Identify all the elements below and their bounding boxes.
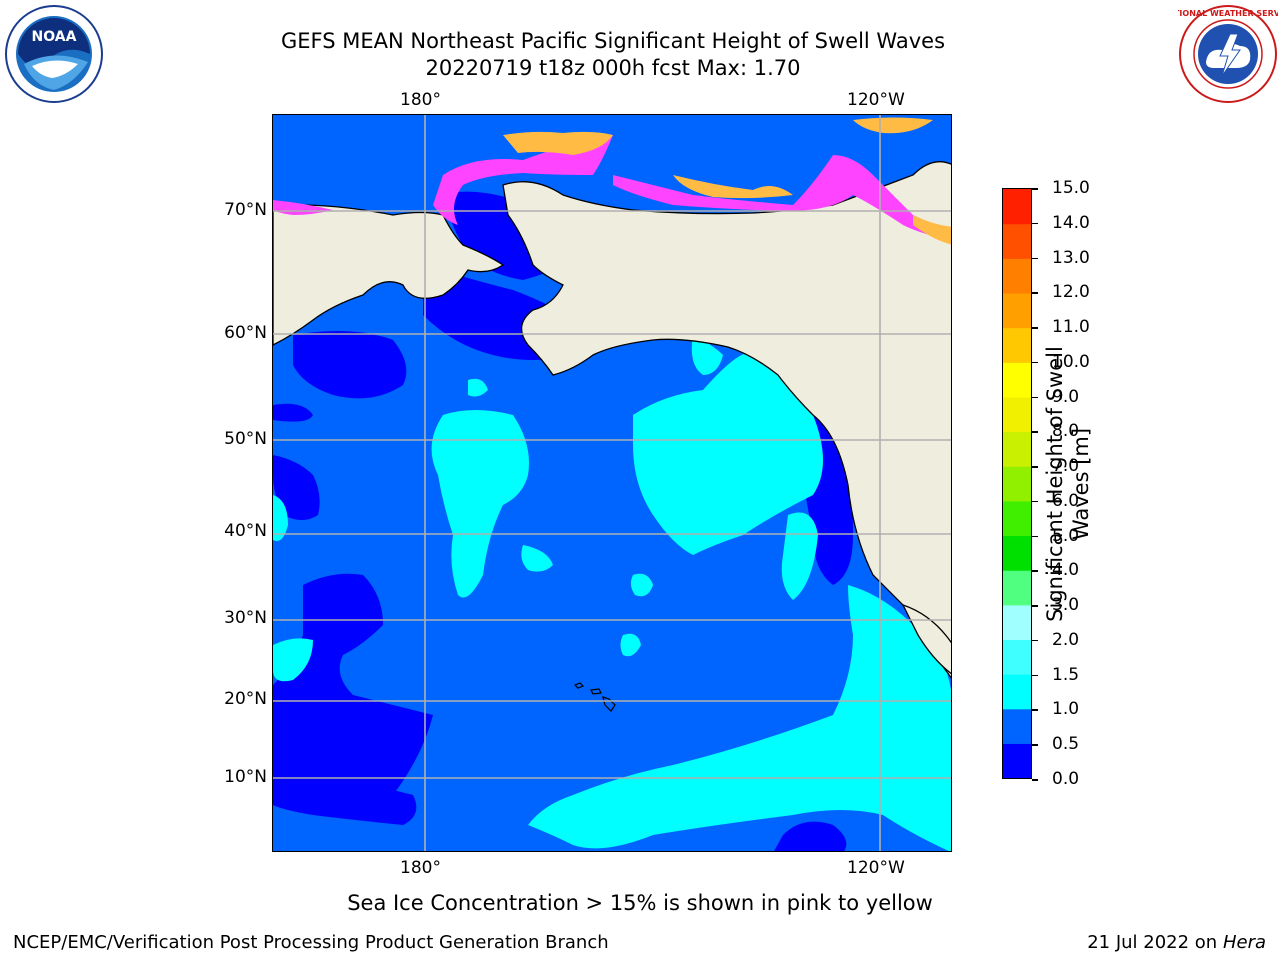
colorbar-tick-label: 12.0 [1052,282,1090,303]
y-tick-20n: 20°N [224,689,267,709]
colorbar-tick-label: 0.0 [1052,769,1080,789]
colorbar-tick-mark [1032,188,1038,190]
sea-ice [273,117,951,245]
colorbar-tick-mark [1032,257,1038,260]
colorbar-tick-mark [1032,327,1038,329]
colorbar-tick-label: 1.5 [1052,664,1080,685]
colorbar-tick-label: 13.0 [1052,247,1090,268]
colorbar-swatch [1003,362,1031,398]
mid-swell-regions [273,335,951,851]
x-bottom-tick-120w: 120°W [847,858,905,878]
colorbar-tick-label: 4.0 [1052,560,1080,581]
gridlines [273,115,951,851]
colorbar-tick-label: 14.0 [1052,212,1090,233]
colorbar-tick-label: 15.0 [1052,178,1090,198]
colorbar-tick-mark [1032,570,1038,572]
land [273,161,951,679]
colorbar-tick-label: 5.0 [1052,525,1080,546]
footer-credit: NCEP/EMC/Verification Post Processing Pr… [13,932,609,953]
colorbar-tick-mark [1032,709,1038,711]
colorbar-tick-mark [1032,500,1038,503]
colorbar-swatch [1003,639,1031,675]
svg-text:NOAA: NOAA [32,29,77,45]
colorbar-tick-label: 10.0 [1052,351,1090,372]
y-tick-70n: 70°N [224,200,267,220]
colorbar-tick-mark [1032,744,1038,746]
colorbar-tick-mark [1032,361,1038,364]
colorbar-tick-mark [1032,396,1038,399]
nws-logo: NATIONAL WEATHER SERVICE [1162,4,1280,104]
y-tick-60n: 60°N [224,323,267,343]
footer-date: 21 Jul 2022 on Hera [1087,932,1266,954]
colorbar-tick-label: 2.0 [1052,629,1080,650]
colorbar-swatch [1003,570,1031,606]
colorbar-tick-label: 3.0 [1052,595,1080,616]
swell-map [273,115,951,851]
chart-subtitle: 20220719 t18z 000h fcst Max: 1.70 [425,56,801,80]
colorbar-swatch [1003,500,1031,537]
colorbar-tick-mark [1032,674,1038,677]
colorbar-tick-mark [1032,292,1038,294]
colorbar-swatch [1003,292,1031,329]
colorbar-tick-mark [1032,779,1038,781]
colorbar-swatch [1003,708,1031,744]
x-bottom-tick-180: 180° [400,858,441,878]
colorbar-tick-mark [1032,639,1038,642]
colorbar-tick-mark [1032,466,1038,468]
colorbar-tick-label: 1.0 [1052,699,1080,720]
footer-host: Hera [1222,932,1266,953]
colorbar-swatches [1003,189,1031,779]
footer-date-text: 21 Jul 2022 on [1087,932,1223,953]
colorbar-swatch [1003,396,1031,433]
colorbar-tick-label: 9.0 [1052,386,1080,407]
y-tick-30n: 30°N [224,608,267,628]
map-panel [272,114,952,852]
colorbar-tick-label: 8.0 [1052,421,1080,442]
colorbar-swatch [1003,327,1031,363]
colorbar-tick-mark [1032,431,1038,433]
colorbar-swatch [1003,743,1031,779]
y-tick-50n: 50°N [224,429,267,449]
svg-text:NATIONAL WEATHER SERVICE: NATIONAL WEATHER SERVICE [1178,9,1278,18]
sea-ice-note: Sea Ice Concentration > 15% is shown in … [347,891,933,915]
y-tick-10n: 10°N [224,767,267,787]
noaa-logo: NOAA [4,4,104,104]
hawaii-islands [573,682,616,712]
colorbar-tick-label: 11.0 [1052,317,1090,338]
colorbar-tick-label: 7.0 [1052,456,1080,477]
y-tick-40n: 40°N [224,521,267,541]
colorbar-tick-label: 0.5 [1052,734,1080,755]
colorbar-swatch [1003,674,1031,710]
colorbar [1002,188,1032,779]
colorbar-label: Significant Height of Swell Waves [m] [1043,346,1093,622]
colorbar-swatch [1003,431,1031,467]
colorbar-swatch [1003,223,1031,259]
x-top-tick-120w: 120°W [847,90,905,110]
colorbar-tick-mark [1032,605,1038,607]
colorbar-tick-mark [1032,535,1038,538]
colorbar-tick-label: 6.0 [1052,490,1080,511]
colorbar-swatch [1003,258,1031,294]
colorbar-swatch [1003,466,1031,502]
chart-title: GEFS MEAN Northeast Pacific Significant … [280,29,946,53]
colorbar-swatch [1003,189,1031,225]
colorbar-swatch [1003,535,1031,571]
colorbar-tick-mark [1032,222,1038,225]
x-top-tick-180: 180° [400,90,441,110]
colorbar-swatch [1003,604,1031,641]
